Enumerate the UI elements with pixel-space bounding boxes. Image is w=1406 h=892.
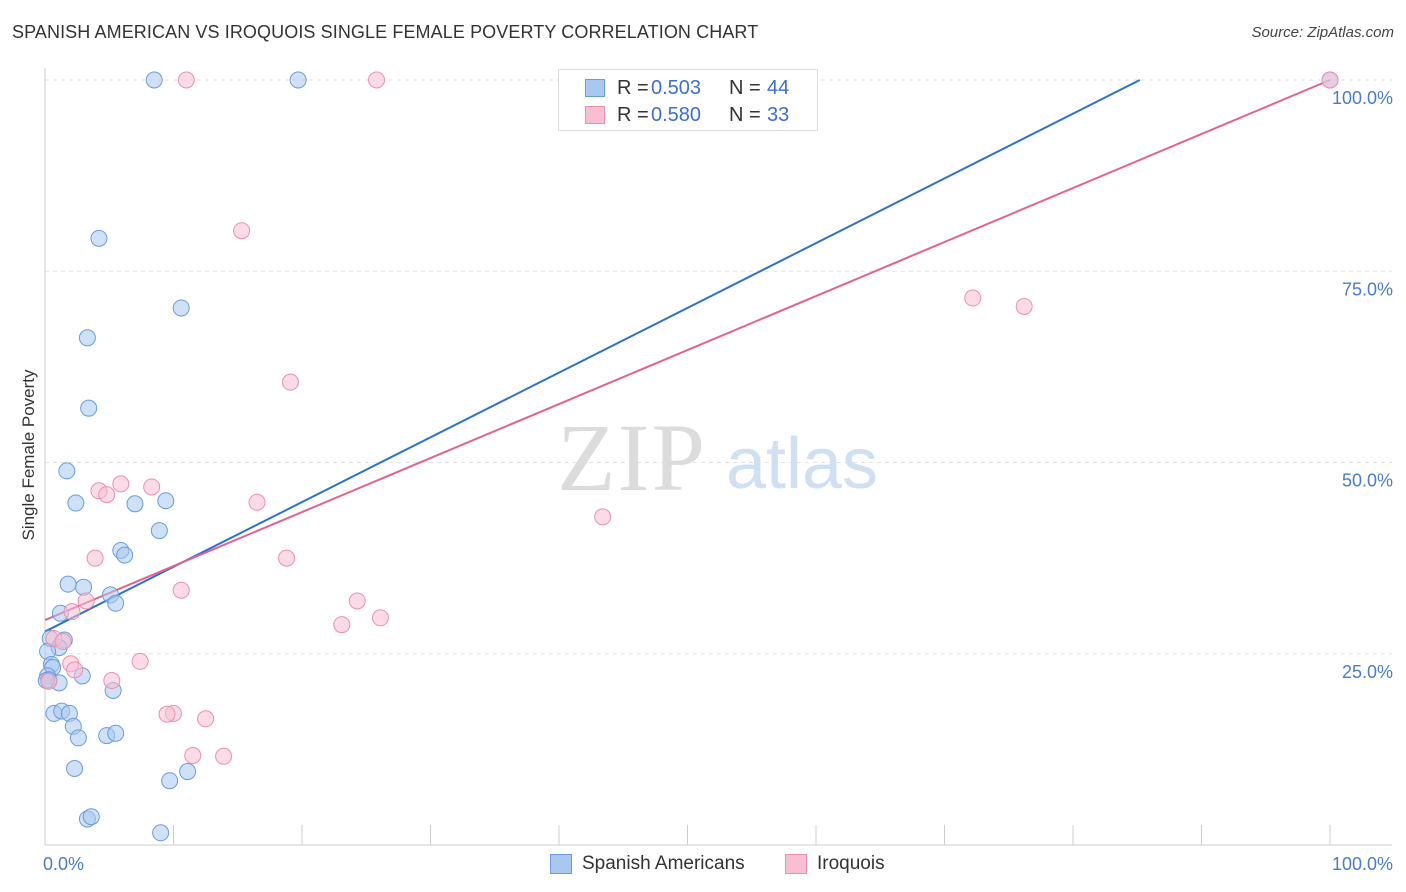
point-iroquois bbox=[103, 672, 121, 690]
point-spanish-americans bbox=[107, 594, 125, 612]
y-axis-label: Single Female Poverty bbox=[19, 369, 38, 541]
point-iroquois bbox=[1015, 297, 1033, 315]
watermark-zip: ZIP bbox=[557, 404, 707, 511]
y-tick-label: 50.0% bbox=[1342, 471, 1393, 491]
point-iroquois bbox=[184, 746, 202, 764]
point-iroquois bbox=[66, 661, 84, 679]
point-iroquois bbox=[177, 71, 195, 89]
x-tick-label: 100.0% bbox=[1332, 854, 1393, 874]
legend-row-iroquois: R = 0.580 N = 33 bbox=[559, 101, 817, 127]
bottom-legend-swatch-iroquois bbox=[785, 854, 807, 874]
point-spanish-americans bbox=[172, 299, 190, 317]
point-spanish-americans bbox=[69, 729, 87, 747]
tick-labels: 25.0% 50.0% 75.0% 100.0% 0.0% 100.0% bbox=[43, 88, 1393, 874]
point-iroquois bbox=[172, 581, 190, 599]
point-iroquois bbox=[1321, 71, 1339, 89]
point-iroquois bbox=[215, 747, 233, 765]
point-iroquois bbox=[964, 289, 982, 307]
x-tick-label: 0.0% bbox=[43, 854, 84, 874]
point-spanish-americans bbox=[289, 71, 307, 89]
point-iroquois bbox=[143, 478, 161, 496]
point-iroquois bbox=[248, 493, 266, 511]
correlation-legend: R = 0.503 N = 44 R = 0.580 N = 33 bbox=[558, 69, 818, 131]
watermark: ZIP atlas bbox=[557, 404, 878, 511]
legend-r-value: 0.580 bbox=[651, 104, 702, 126]
y-tick-label: 25.0% bbox=[1342, 662, 1393, 682]
point-iroquois bbox=[371, 609, 389, 627]
point-spanish-americans bbox=[58, 462, 76, 480]
data-points bbox=[37, 71, 1339, 842]
point-iroquois bbox=[594, 508, 612, 526]
point-spanish-americans bbox=[107, 724, 125, 742]
point-iroquois bbox=[233, 222, 251, 240]
point-iroquois bbox=[368, 71, 386, 89]
point-iroquois bbox=[40, 672, 58, 690]
legend-n-label: N = bbox=[729, 77, 761, 99]
legend-row-spanish-americans: R = 0.503 N = 44 bbox=[559, 74, 817, 100]
point-iroquois bbox=[98, 486, 116, 504]
point-spanish-americans bbox=[179, 763, 197, 781]
point-spanish-americans bbox=[90, 229, 108, 247]
watermark-atlas: atlas bbox=[726, 424, 878, 504]
point-spanish-americans bbox=[145, 71, 163, 89]
point-iroquois bbox=[86, 549, 104, 567]
point-iroquois bbox=[278, 549, 296, 567]
point-spanish-americans bbox=[116, 546, 134, 564]
point-iroquois bbox=[63, 603, 81, 621]
chart-title: SPANISH AMERICAN VS IROQUOIS SINGLE FEMA… bbox=[12, 22, 759, 42]
legend-n-value: 44 bbox=[767, 77, 790, 99]
y-tick-label: 75.0% bbox=[1342, 279, 1393, 299]
trend-line-iroquois bbox=[44, 79, 1331, 622]
point-iroquois bbox=[131, 652, 149, 670]
legend-r-value: 0.503 bbox=[651, 77, 702, 99]
point-spanish-americans bbox=[67, 494, 85, 512]
legend-n-label: N = bbox=[729, 104, 761, 126]
gridlines bbox=[45, 79, 1392, 655]
legend-swatch-spanish-americans bbox=[585, 79, 605, 97]
point-spanish-americans bbox=[59, 575, 77, 593]
point-spanish-americans bbox=[152, 824, 170, 842]
point-spanish-americans bbox=[150, 522, 168, 540]
trend-lines bbox=[44, 79, 1331, 633]
point-iroquois bbox=[348, 592, 366, 610]
trend-line-spanish-americans bbox=[44, 79, 1141, 633]
point-iroquois bbox=[54, 633, 72, 651]
source-credit: Source: ZipAtlas.com bbox=[1251, 24, 1394, 41]
point-spanish-americans bbox=[75, 578, 93, 596]
point-iroquois bbox=[197, 710, 215, 728]
point-iroquois bbox=[158, 705, 176, 723]
bottom-legend-swatch-spanish-americans bbox=[550, 854, 572, 874]
legend-swatch-iroquois bbox=[585, 106, 605, 124]
bottom-legend-label: Spanish Americans bbox=[582, 853, 745, 874]
legend-n-value: 33 bbox=[767, 104, 790, 126]
axes bbox=[44, 68, 1392, 846]
point-iroquois bbox=[77, 592, 95, 610]
point-iroquois bbox=[112, 475, 130, 493]
point-spanish-americans bbox=[80, 399, 98, 417]
bottom-legend-label: Iroquois bbox=[817, 853, 885, 874]
legend-r-label: R = bbox=[617, 104, 649, 126]
point-iroquois bbox=[281, 373, 299, 391]
point-spanish-americans bbox=[157, 492, 175, 510]
point-spanish-americans bbox=[78, 329, 96, 347]
legend-r-label: R = bbox=[617, 77, 649, 99]
point-spanish-americans bbox=[66, 760, 84, 777]
point-spanish-americans bbox=[161, 772, 179, 790]
point-spanish-americans bbox=[82, 808, 100, 826]
point-spanish-americans bbox=[126, 495, 144, 513]
point-iroquois bbox=[333, 616, 351, 634]
y-tick-label: 100.0% bbox=[1332, 88, 1393, 108]
